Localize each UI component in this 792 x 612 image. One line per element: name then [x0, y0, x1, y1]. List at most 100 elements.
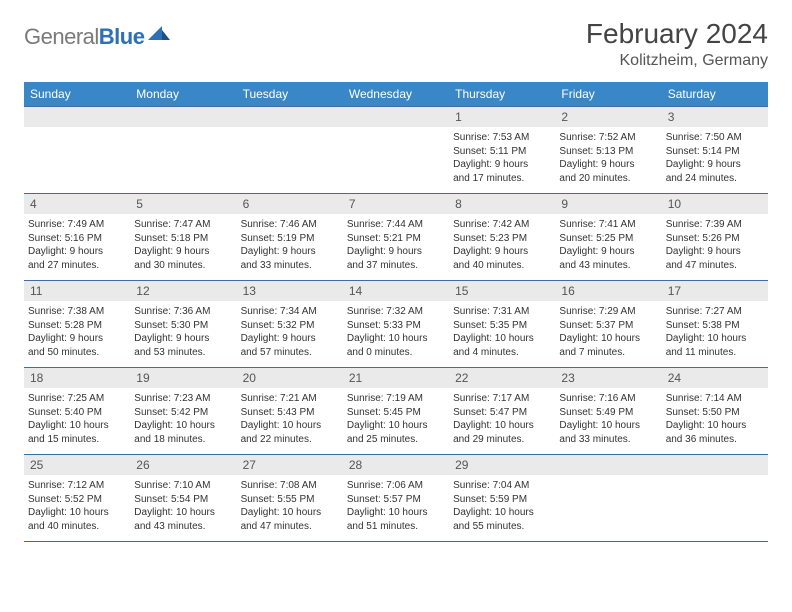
daylight-text: Daylight: 10 hours: [453, 332, 551, 346]
day-number-cell: 14: [343, 281, 449, 302]
sunrise-text: Sunrise: 7:29 AM: [559, 305, 657, 319]
day-number-cell: [662, 455, 768, 476]
sunset-text: Sunset: 5:13 PM: [559, 145, 657, 159]
daylight-text: and 53 minutes.: [134, 346, 232, 360]
day-number-cell: 1: [449, 107, 555, 128]
sunrise-text: Sunrise: 7:46 AM: [241, 218, 339, 232]
week-row: Sunrise: 7:38 AMSunset: 5:28 PMDaylight:…: [24, 301, 768, 368]
day-data-cell: Sunrise: 7:53 AMSunset: 5:11 PMDaylight:…: [449, 127, 555, 194]
daylight-text: Daylight: 9 hours: [134, 332, 232, 346]
daylight-text: Daylight: 10 hours: [666, 419, 764, 433]
daylight-text: Daylight: 9 hours: [241, 245, 339, 259]
day-number-cell: 15: [449, 281, 555, 302]
day-data-cell: Sunrise: 7:06 AMSunset: 5:57 PMDaylight:…: [343, 475, 449, 542]
daylight-text: and 24 minutes.: [666, 172, 764, 186]
sunrise-text: Sunrise: 7:41 AM: [559, 218, 657, 232]
daylight-text: Daylight: 10 hours: [28, 506, 126, 520]
location: Kolitzheim, Germany: [586, 52, 768, 70]
logo-part2: Blue: [99, 24, 145, 49]
daylight-text: and 7 minutes.: [559, 346, 657, 360]
day-number-cell: 26: [130, 455, 236, 476]
daylight-text: and 47 minutes.: [241, 520, 339, 534]
daylight-text: Daylight: 9 hours: [28, 332, 126, 346]
daylight-text: and 43 minutes.: [559, 259, 657, 273]
sunset-text: Sunset: 5:54 PM: [134, 493, 232, 507]
day-number-cell: 29: [449, 455, 555, 476]
day-number-cell: 16: [555, 281, 661, 302]
sunset-text: Sunset: 5:35 PM: [453, 319, 551, 333]
daylight-text: and 33 minutes.: [241, 259, 339, 273]
sunset-text: Sunset: 5:26 PM: [666, 232, 764, 246]
daylight-text: and 18 minutes.: [134, 433, 232, 447]
day-number-cell: 18: [24, 368, 130, 389]
daylight-text: Daylight: 10 hours: [134, 506, 232, 520]
dayname-sat: Saturday: [662, 82, 768, 107]
day-number-cell: 24: [662, 368, 768, 389]
daylight-text: Daylight: 10 hours: [241, 419, 339, 433]
sunset-text: Sunset: 5:47 PM: [453, 406, 551, 420]
daylight-text: Daylight: 10 hours: [28, 419, 126, 433]
sunset-text: Sunset: 5:37 PM: [559, 319, 657, 333]
sunrise-text: Sunrise: 7:14 AM: [666, 392, 764, 406]
day-data-cell: Sunrise: 7:12 AMSunset: 5:52 PMDaylight:…: [24, 475, 130, 542]
sunrise-text: Sunrise: 7:31 AM: [453, 305, 551, 319]
day-number-cell: [130, 107, 236, 128]
day-data-cell: Sunrise: 7:46 AMSunset: 5:19 PMDaylight:…: [237, 214, 343, 281]
dayname-tue: Tuesday: [237, 82, 343, 107]
dayname-mon: Monday: [130, 82, 236, 107]
daylight-text: Daylight: 9 hours: [666, 158, 764, 172]
sunrise-text: Sunrise: 7:12 AM: [28, 479, 126, 493]
sunrise-text: Sunrise: 7:23 AM: [134, 392, 232, 406]
sunrise-text: Sunrise: 7:17 AM: [453, 392, 551, 406]
daylight-text: and 22 minutes.: [241, 433, 339, 447]
daylight-text: and 25 minutes.: [347, 433, 445, 447]
day-number-cell: 9: [555, 194, 661, 215]
day-data-cell: Sunrise: 7:27 AMSunset: 5:38 PMDaylight:…: [662, 301, 768, 368]
week-row: Sunrise: 7:49 AMSunset: 5:16 PMDaylight:…: [24, 214, 768, 281]
daylight-text: Daylight: 10 hours: [347, 419, 445, 433]
logo-mark-icon: [148, 26, 170, 44]
day-data-cell: Sunrise: 7:34 AMSunset: 5:32 PMDaylight:…: [237, 301, 343, 368]
sunrise-text: Sunrise: 7:06 AM: [347, 479, 445, 493]
sunset-text: Sunset: 5:30 PM: [134, 319, 232, 333]
daynum-row: 123: [24, 107, 768, 128]
day-data-cell: Sunrise: 7:42 AMSunset: 5:23 PMDaylight:…: [449, 214, 555, 281]
calendar-body: 123 Sunrise: 7:53 AMSunset: 5:11 PMDayli…: [24, 107, 768, 542]
day-number-cell: 13: [237, 281, 343, 302]
day-number-cell: 22: [449, 368, 555, 389]
daylight-text: Daylight: 9 hours: [453, 158, 551, 172]
title-block: February 2024 Kolitzheim, Germany: [586, 18, 768, 70]
day-number-cell: 2: [555, 107, 661, 128]
day-data-cell: Sunrise: 7:14 AMSunset: 5:50 PMDaylight:…: [662, 388, 768, 455]
sunset-text: Sunset: 5:57 PM: [347, 493, 445, 507]
daylight-text: and 43 minutes.: [134, 520, 232, 534]
header: GeneralBlue February 2024 Kolitzheim, Ge…: [24, 18, 768, 70]
day-number-cell: [343, 107, 449, 128]
sunrise-text: Sunrise: 7:27 AM: [666, 305, 764, 319]
sunrise-text: Sunrise: 7:21 AM: [241, 392, 339, 406]
daylight-text: and 20 minutes.: [559, 172, 657, 186]
sunset-text: Sunset: 5:14 PM: [666, 145, 764, 159]
daylight-text: and 27 minutes.: [28, 259, 126, 273]
sunrise-text: Sunrise: 7:36 AM: [134, 305, 232, 319]
day-data-cell: Sunrise: 7:31 AMSunset: 5:35 PMDaylight:…: [449, 301, 555, 368]
sunset-text: Sunset: 5:32 PM: [241, 319, 339, 333]
daylight-text: Daylight: 10 hours: [559, 419, 657, 433]
sunset-text: Sunset: 5:38 PM: [666, 319, 764, 333]
daylight-text: Daylight: 10 hours: [453, 419, 551, 433]
dayname-fri: Friday: [555, 82, 661, 107]
sunset-text: Sunset: 5:33 PM: [347, 319, 445, 333]
sunrise-text: Sunrise: 7:08 AM: [241, 479, 339, 493]
sunset-text: Sunset: 5:43 PM: [241, 406, 339, 420]
day-data-cell: [237, 127, 343, 194]
day-number-cell: 3: [662, 107, 768, 128]
week-row: Sunrise: 7:53 AMSunset: 5:11 PMDaylight:…: [24, 127, 768, 194]
day-number-cell: 19: [130, 368, 236, 389]
sunrise-text: Sunrise: 7:04 AM: [453, 479, 551, 493]
daylight-text: and 17 minutes.: [453, 172, 551, 186]
day-header-row: Sunday Monday Tuesday Wednesday Thursday…: [24, 82, 768, 107]
daylight-text: Daylight: 9 hours: [134, 245, 232, 259]
daylight-text: Daylight: 9 hours: [28, 245, 126, 259]
day-number-cell: 20: [237, 368, 343, 389]
daylight-text: Daylight: 10 hours: [453, 506, 551, 520]
